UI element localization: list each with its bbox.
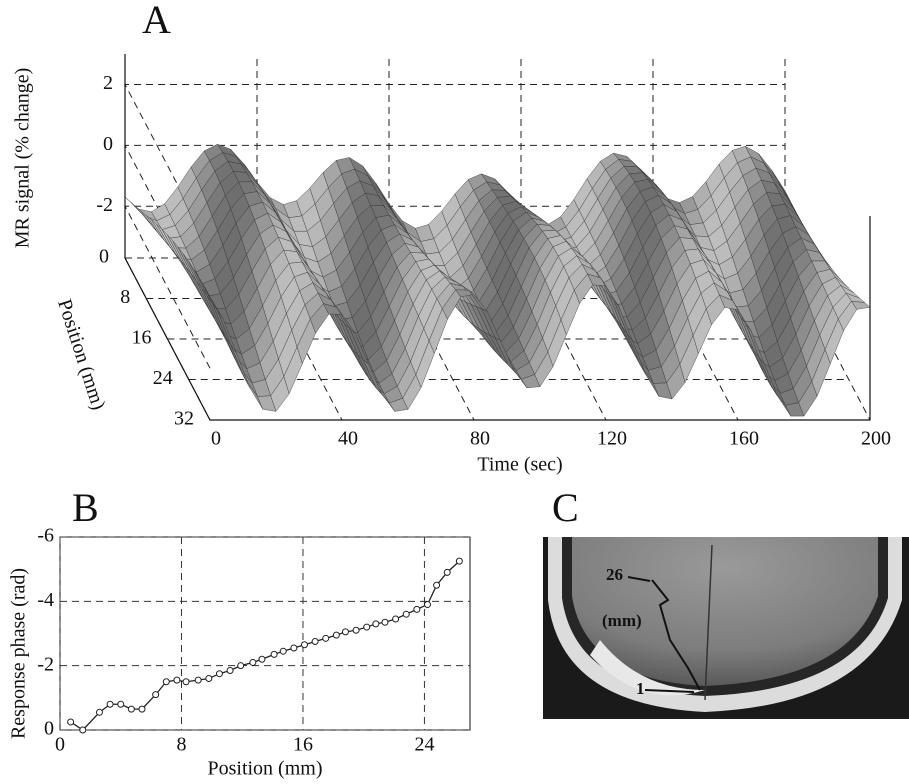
mri-fissure (704, 544, 713, 701)
data-point (392, 615, 400, 623)
data-point (226, 666, 234, 674)
axis-title: Position (mm) (53, 296, 109, 412)
x-tick-label: 24 (414, 734, 434, 756)
y-tick-label: 0 (44, 718, 54, 740)
arrow (627, 576, 651, 582)
data-point (127, 705, 135, 713)
mri-brain (572, 537, 878, 686)
data-point (205, 675, 213, 683)
data-point (290, 644, 298, 652)
axis-line (124, 54, 871, 421)
surface-mesh (124, 143, 871, 417)
data-point (311, 638, 319, 646)
y-tick-label: -2 (37, 653, 54, 675)
data-point (341, 628, 349, 636)
annotation: 26 (606, 565, 623, 584)
data-point (249, 658, 257, 666)
data-point (237, 662, 245, 670)
data-point (106, 700, 114, 708)
x-tick-label: 160 (729, 428, 759, 450)
y-tick-label: 16 (132, 327, 152, 349)
panel-label: A (142, 0, 171, 42)
x-tick-label: 0 (211, 428, 221, 450)
data-point (182, 678, 190, 686)
data-point (117, 700, 125, 708)
data-point (215, 670, 223, 678)
y-tick-label: 0 (99, 246, 109, 268)
x-tick-label: 8 (176, 734, 186, 756)
data-point (363, 623, 371, 631)
axis-title: Position (mm) (207, 758, 322, 780)
z-tick-label: -2 (96, 194, 113, 216)
data-point (138, 705, 146, 713)
data-point (258, 655, 266, 663)
arrow (644, 689, 695, 693)
axis-title: Time (sec) (477, 454, 562, 476)
data-point (381, 618, 389, 626)
y-tick-label: -4 (37, 589, 54, 611)
data-point (95, 708, 103, 716)
data-point (194, 676, 202, 684)
x-tick-label: 0 (55, 734, 65, 756)
data-point (162, 678, 170, 686)
data-point (322, 634, 330, 642)
data-point (152, 691, 160, 699)
y-tick-label: 8 (120, 286, 130, 308)
data-point (455, 557, 463, 565)
z-tick-label: 0 (103, 133, 113, 155)
data-point (433, 581, 441, 589)
annotation: (mm) (602, 611, 642, 630)
y-tick-label: 24 (153, 367, 173, 389)
data-point (443, 568, 451, 576)
panel-b: 0 -2 -4 -6 0 8 16 24 B Position (mm) Response phas… (8, 485, 471, 780)
axis-title: MR signal (% change) (12, 68, 34, 249)
data-point (173, 676, 181, 684)
data-point (270, 650, 278, 658)
panel-c: C 26 (mm) 1 (543, 485, 909, 719)
data-point (67, 718, 75, 726)
surface-cell (851, 300, 871, 310)
y-tick-label: 32 (174, 408, 194, 430)
y-tick-label: -6 (37, 525, 54, 547)
data-point (402, 610, 410, 618)
data-point (332, 631, 340, 639)
x-tick-label: 16 (293, 734, 313, 756)
x-tick-label: 80 (470, 428, 490, 450)
panel-label: C (552, 485, 579, 530)
data-line (70, 560, 460, 731)
x-tick-label: 200 (861, 428, 891, 450)
annotation: 1 (636, 679, 645, 698)
mri-bright (590, 640, 705, 696)
sulcus-trace (651, 579, 701, 691)
z-tick-label: 2 (103, 72, 113, 94)
data-point (352, 626, 360, 634)
data-point (279, 647, 287, 655)
data-point (300, 641, 308, 649)
axis-title: Response phase (rad) (8, 568, 30, 739)
x-tick-label: 40 (338, 428, 358, 450)
data-point (423, 601, 431, 609)
data-point (79, 726, 87, 734)
data-point (372, 620, 380, 628)
data-point (413, 605, 421, 613)
x-tick-label: 120 (597, 428, 627, 450)
panel-label: B (72, 485, 99, 530)
